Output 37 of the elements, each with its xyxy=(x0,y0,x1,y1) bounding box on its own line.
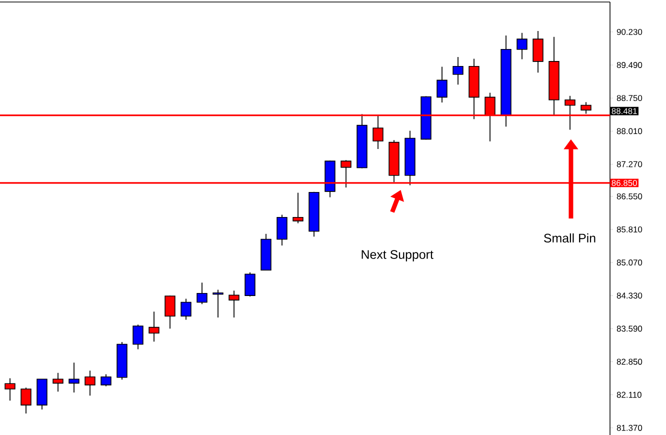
y-tick-label: 85.070 xyxy=(616,260,642,266)
candlestick xyxy=(436,66,448,103)
candlestick xyxy=(20,387,32,414)
candlestick xyxy=(516,32,528,60)
candlestick xyxy=(100,374,112,387)
annotation: Next Support xyxy=(362,250,434,262)
candlestick xyxy=(228,290,240,318)
y-tick-label: 82.850 xyxy=(616,358,642,365)
y-tick-label: 83.590 xyxy=(616,326,642,332)
candlestick xyxy=(212,289,224,318)
ref-line-label: 86.850 xyxy=(612,180,637,186)
candlestick xyxy=(196,282,208,305)
y-tick-label: 86.550 xyxy=(616,193,642,200)
y-tick-label: 88.750 xyxy=(616,95,642,102)
candlestick xyxy=(276,214,288,246)
candlestick xyxy=(68,362,80,393)
candlestick xyxy=(164,295,176,330)
candlestick xyxy=(132,324,144,350)
y-tick-label: 89.490 xyxy=(616,62,642,68)
y-tick-label: 81.370 xyxy=(616,424,642,431)
text: 88.481 xyxy=(612,108,637,114)
candlestick xyxy=(244,272,256,297)
candlestick xyxy=(52,372,64,392)
candlestick xyxy=(148,311,160,342)
y-tick-label: 85.810 xyxy=(616,226,642,232)
candlestick xyxy=(292,192,304,224)
y-tick-label: 88.010 xyxy=(616,128,642,134)
y-tick-label: 82.110 xyxy=(616,392,642,398)
y-tick-label: 90.230 xyxy=(616,28,642,35)
candlestick xyxy=(84,370,96,396)
y-tick-label: 87.270 xyxy=(616,161,642,168)
y-tick-label: 84.330 xyxy=(616,292,642,299)
annotation: Small Pin xyxy=(544,233,596,243)
candlestick xyxy=(4,378,16,402)
candlestick xyxy=(532,30,544,74)
candlestick xyxy=(452,56,464,86)
candlestick xyxy=(180,298,192,320)
